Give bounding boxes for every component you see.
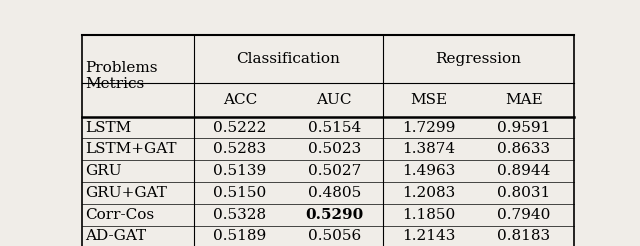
Text: 0.7940: 0.7940 <box>497 208 550 222</box>
Text: Regression: Regression <box>435 52 521 66</box>
Text: MSE: MSE <box>410 92 447 107</box>
Text: 1.2143: 1.2143 <box>402 230 455 244</box>
Text: 0.5027: 0.5027 <box>308 164 361 178</box>
Text: 0.9591: 0.9591 <box>497 121 550 135</box>
Text: 1.7299: 1.7299 <box>402 121 455 135</box>
Text: 0.5222: 0.5222 <box>213 121 267 135</box>
Text: MAE: MAE <box>505 92 543 107</box>
Text: 0.5056: 0.5056 <box>308 230 361 244</box>
Text: 0.8944: 0.8944 <box>497 164 550 178</box>
Text: 0.4805: 0.4805 <box>308 186 361 200</box>
Text: 0.8183: 0.8183 <box>497 230 550 244</box>
Text: 0.5139: 0.5139 <box>213 164 267 178</box>
Text: AUC: AUC <box>316 92 352 107</box>
Text: 0.5023: 0.5023 <box>308 142 361 156</box>
Text: GRU: GRU <box>85 164 122 178</box>
Text: LSTM: LSTM <box>85 121 131 135</box>
Text: 1.3874: 1.3874 <box>402 142 455 156</box>
Text: 0.5189: 0.5189 <box>213 230 267 244</box>
Text: Classification: Classification <box>236 52 340 66</box>
Text: LSTM+GAT: LSTM+GAT <box>85 142 177 156</box>
Text: AD-GAT: AD-GAT <box>85 230 146 244</box>
Text: 0.5328: 0.5328 <box>213 208 266 222</box>
Text: GRU+GAT: GRU+GAT <box>85 186 167 200</box>
Text: 1.1850: 1.1850 <box>402 208 455 222</box>
Text: 1.4963: 1.4963 <box>402 164 455 178</box>
Text: 0.8633: 0.8633 <box>497 142 550 156</box>
Text: 0.5290: 0.5290 <box>305 208 364 222</box>
Text: 1.2083: 1.2083 <box>402 186 455 200</box>
Text: 0.5154: 0.5154 <box>308 121 361 135</box>
Text: 0.5150: 0.5150 <box>213 186 267 200</box>
Text: Corr-Cos: Corr-Cos <box>85 208 154 222</box>
Text: 0.8031: 0.8031 <box>497 186 550 200</box>
Text: ACC: ACC <box>223 92 257 107</box>
Text: 0.5283: 0.5283 <box>213 142 266 156</box>
Text: Problems
Metrics: Problems Metrics <box>85 61 157 91</box>
